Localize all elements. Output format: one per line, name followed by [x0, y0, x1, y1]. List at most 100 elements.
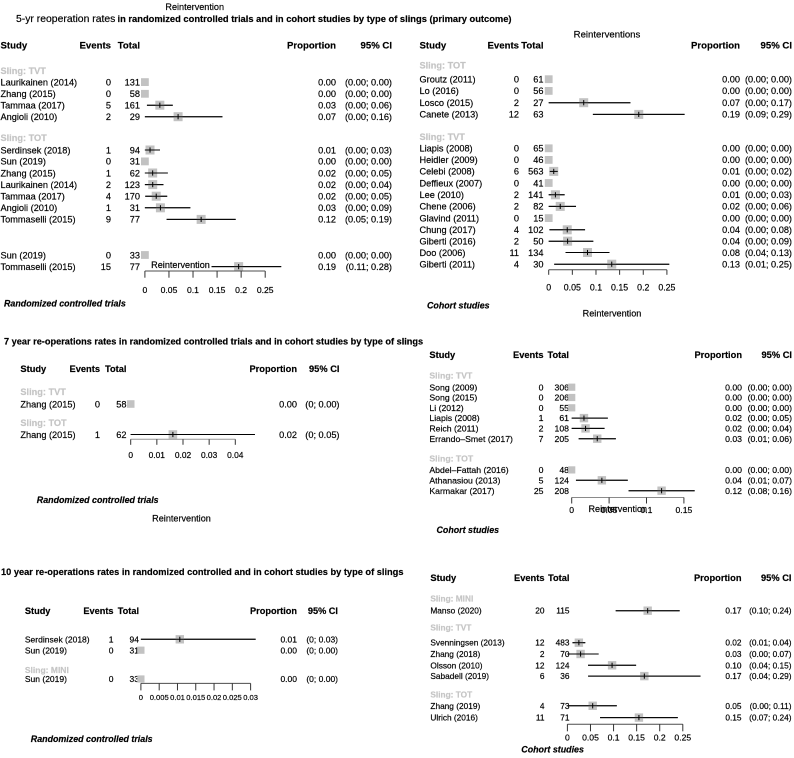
- svg-text:0.005: 0.005: [150, 693, 169, 702]
- svg-text:(0.00; 0.03): (0.00; 0.03): [345, 145, 392, 155]
- svg-text:0.2: 0.2: [654, 733, 666, 743]
- svg-text:63: 63: [533, 110, 543, 120]
- svg-text:(0.00; 0.04): (0.00; 0.04): [345, 180, 392, 190]
- svg-text:(0.00; 0.17): (0.00; 0.17): [745, 98, 792, 108]
- svg-text:(0.00; 0.00): (0.00; 0.00): [748, 465, 793, 475]
- svg-text:0.07: 0.07: [318, 112, 336, 122]
- svg-text:(0.00; 0.00): (0.00; 0.00): [745, 155, 792, 165]
- svg-text:141: 141: [528, 190, 543, 200]
- svg-text:0.1: 0.1: [187, 285, 199, 295]
- svg-text:0: 0: [95, 399, 100, 409]
- svg-text:1: 1: [539, 413, 544, 423]
- svg-text:0.02: 0.02: [175, 450, 192, 460]
- svg-text:70: 70: [560, 649, 570, 659]
- svg-text:77: 77: [130, 262, 140, 272]
- svg-text:95% CI: 95% CI: [361, 40, 393, 51]
- svg-text:(0.00; 0.09): (0.00; 0.09): [345, 203, 392, 213]
- svg-text:0: 0: [514, 144, 519, 154]
- svg-text:Ulrich (2016): Ulrich (2016): [430, 713, 478, 723]
- svg-text:0: 0: [514, 155, 519, 165]
- svg-text:1: 1: [106, 168, 111, 178]
- svg-text:0.04: 0.04: [227, 450, 244, 460]
- svg-text:0.15: 0.15: [209, 285, 226, 295]
- svg-text:46: 46: [533, 155, 543, 165]
- svg-text:0.00: 0.00: [722, 144, 740, 154]
- svg-text:82: 82: [533, 202, 543, 212]
- svg-text:0.02: 0.02: [318, 180, 336, 190]
- svg-text:0: 0: [539, 403, 544, 413]
- svg-text:95% CI: 95% CI: [309, 364, 340, 374]
- svg-text:Reich (2011): Reich (2011): [429, 424, 478, 434]
- svg-text:(0; 0.03): (0; 0.03): [306, 634, 338, 644]
- svg-text:0.05: 0.05: [582, 733, 599, 743]
- svg-text:Reintervention: Reintervention: [165, 2, 224, 12]
- svg-text:Randomized controlled trials: Randomized controlled trials: [31, 734, 153, 744]
- svg-text:2: 2: [514, 237, 519, 247]
- svg-text:2: 2: [514, 98, 519, 108]
- svg-text:Events: Events: [80, 40, 111, 51]
- svg-text:7 year re-operations rates in: 7 year re-operations rates in randomized…: [4, 336, 423, 346]
- svg-text:(0.00; 0.05): (0.00; 0.05): [345, 192, 392, 202]
- svg-text:102: 102: [528, 225, 543, 235]
- svg-text:Chene (2006): Chene (2006): [420, 202, 476, 212]
- svg-text:Study: Study: [20, 364, 47, 374]
- svg-text:Events: Events: [513, 350, 544, 360]
- svg-text:Sun (2019): Sun (2019): [25, 674, 67, 684]
- svg-text:0.00: 0.00: [725, 465, 742, 475]
- svg-text:Reintervention: Reintervention: [151, 260, 210, 270]
- svg-text:9: 9: [106, 215, 111, 225]
- svg-text:0.03: 0.03: [243, 693, 258, 702]
- svg-text:(0.00; 0.05): (0.00; 0.05): [345, 168, 392, 178]
- svg-text:5: 5: [539, 475, 544, 485]
- svg-text:Sun (2019): Sun (2019): [25, 645, 67, 655]
- svg-text:Serdinsek (2018): Serdinsek (2018): [25, 634, 90, 644]
- svg-text:(0.04; 0.13): (0.04; 0.13): [745, 248, 792, 258]
- svg-text:0.01: 0.01: [170, 693, 185, 702]
- svg-text:0: 0: [106, 89, 111, 99]
- svg-text:5-yr reoperation rates: 5-yr reoperation rates: [16, 14, 115, 25]
- svg-text:563: 563: [528, 167, 543, 177]
- svg-text:(0.00; 0.16): (0.00; 0.16): [345, 112, 392, 122]
- svg-text:(0.00; 0.02): (0.00; 0.02): [745, 167, 792, 177]
- svg-text:170: 170: [125, 192, 140, 202]
- svg-text:0.04: 0.04: [722, 225, 740, 235]
- svg-text:0.01: 0.01: [149, 450, 166, 460]
- svg-text:33: 33: [130, 674, 140, 684]
- svg-text:(0.00; 0.00): (0.00; 0.00): [745, 144, 792, 154]
- svg-text:0.03: 0.03: [725, 649, 742, 659]
- svg-text:0.03: 0.03: [201, 450, 218, 460]
- svg-text:(0; 0.00): (0; 0.00): [305, 399, 339, 409]
- svg-text:Lo (2016): Lo (2016): [420, 86, 459, 96]
- svg-text:Chung (2017): Chung (2017): [420, 225, 476, 235]
- svg-text:Doo (2006): Doo (2006): [420, 248, 466, 258]
- svg-text:0.00: 0.00: [722, 178, 740, 188]
- svg-text:0.15: 0.15: [676, 505, 693, 515]
- svg-text:Randomized controlled trials: Randomized controlled trials: [37, 495, 159, 505]
- svg-text:Sling: TOT: Sling: TOT: [20, 418, 67, 428]
- svg-text:55: 55: [559, 403, 569, 413]
- svg-text:Karmakar (2017): Karmakar (2017): [429, 486, 494, 496]
- svg-text:Zhang (2019): Zhang (2019): [430, 701, 480, 711]
- svg-text:94: 94: [130, 145, 140, 155]
- svg-text:0: 0: [106, 77, 111, 87]
- svg-text:0.08: 0.08: [722, 248, 740, 258]
- svg-text:7: 7: [539, 434, 544, 444]
- svg-text:(0.09; 0.29): (0.09; 0.29): [745, 110, 792, 120]
- svg-text:Manso (2020): Manso (2020): [430, 606, 481, 616]
- svg-text:Liapis (2008): Liapis (2008): [420, 144, 473, 154]
- svg-text:0.19: 0.19: [318, 262, 336, 272]
- svg-text:Celebi (2008): Celebi (2008): [420, 167, 475, 177]
- svg-text:(0; 0.05): (0; 0.05): [305, 430, 339, 440]
- svg-text:95% CI: 95% CI: [762, 350, 793, 360]
- svg-text:Tammaa (2017): Tammaa (2017): [1, 101, 65, 111]
- svg-text:Zhang (2015): Zhang (2015): [1, 168, 56, 178]
- svg-text:0.07: 0.07: [722, 98, 740, 108]
- svg-text:0.13: 0.13: [722, 260, 740, 270]
- svg-text:2: 2: [106, 112, 111, 122]
- svg-text:11: 11: [509, 248, 519, 258]
- svg-text:(0.04; 0.29): (0.04; 0.29): [749, 671, 792, 681]
- svg-text:61: 61: [559, 413, 569, 423]
- svg-text:12: 12: [535, 638, 545, 648]
- svg-text:0.25: 0.25: [257, 285, 274, 295]
- svg-text:Total: Total: [547, 350, 569, 360]
